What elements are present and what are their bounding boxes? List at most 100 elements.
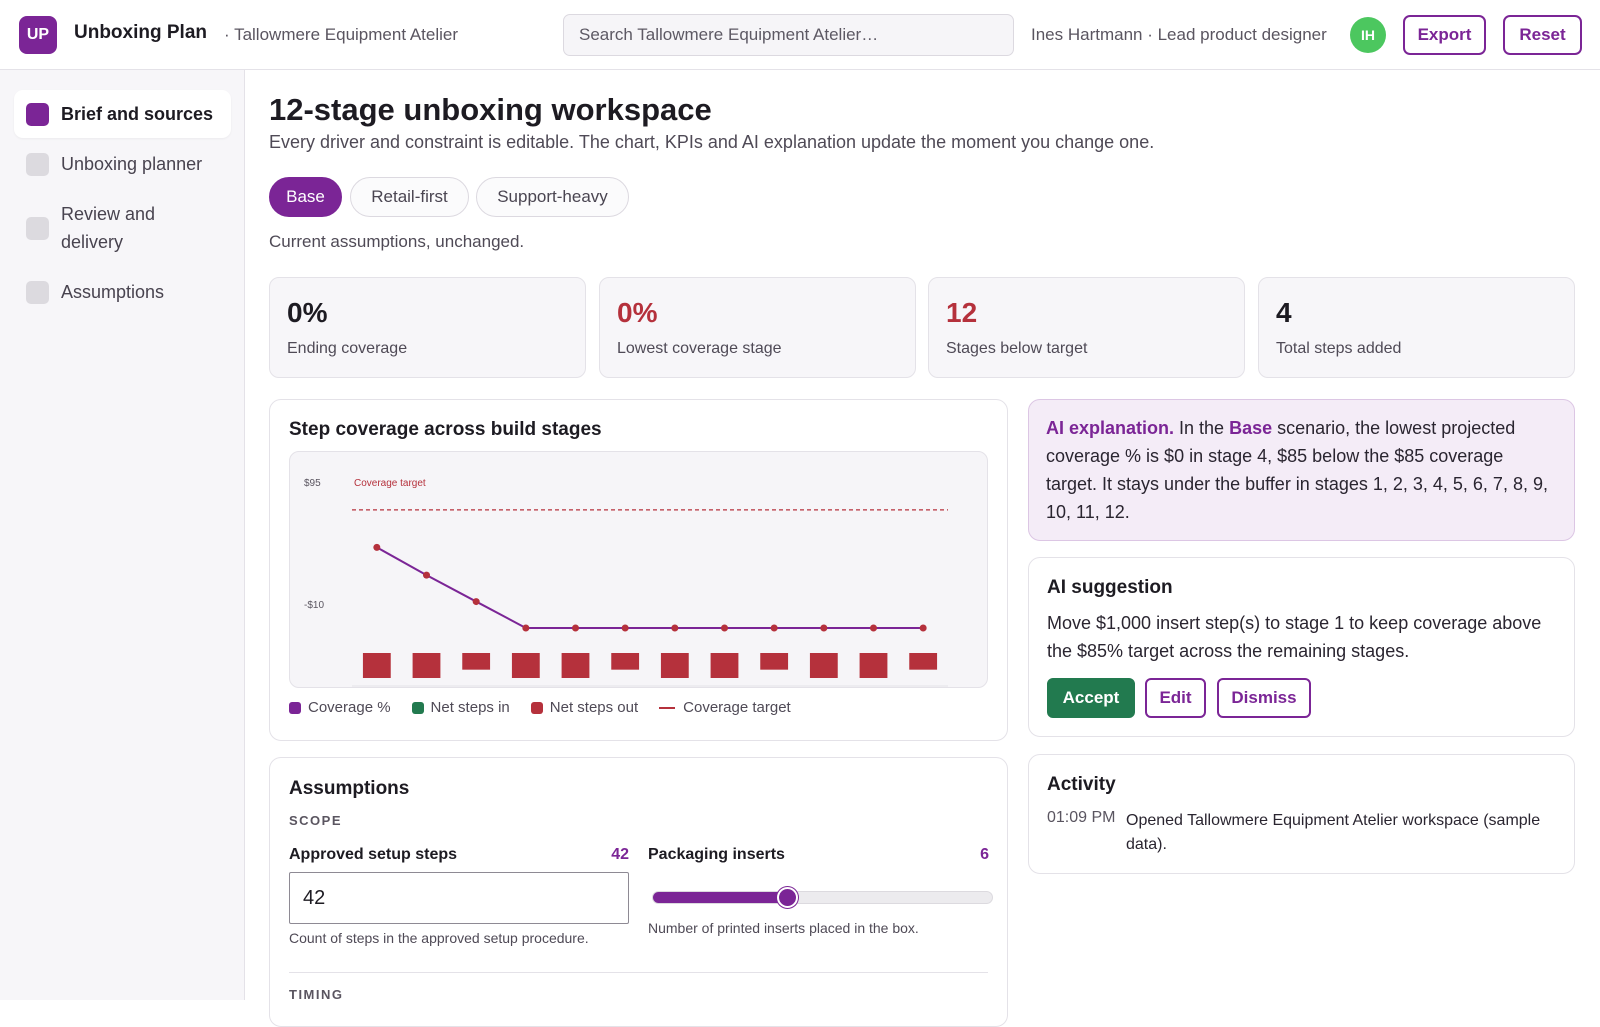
bar-net-steps-out	[412, 653, 441, 678]
chart-card: Step coverage across build stages $95 -$…	[269, 399, 1008, 741]
activity-card: Activity 01:09 PM Opened Tallowmere Equi…	[1028, 754, 1575, 874]
legend-label: Net steps in	[430, 699, 510, 716]
scenario-note: Current assumptions, unchanged.	[269, 232, 525, 251]
kpi-stages-below-target: 12 Stages below target	[928, 277, 1245, 378]
reset-button[interactable]: Reset	[1503, 15, 1582, 55]
coverage-point	[870, 624, 877, 632]
sidebar-item-review[interactable]: Review and delivery	[14, 190, 214, 266]
bar-net-steps-out	[660, 653, 689, 678]
top-bar: UP Unboxing Plan · Tallowmere Equipment …	[0, 0, 1600, 70]
bar-net-steps-out	[462, 653, 491, 670]
legend-item-net-steps-in: Net steps in	[411, 699, 510, 716]
slider-handle[interactable]	[777, 887, 799, 908]
kpi-label: Stages below target	[946, 340, 1088, 357]
legend-item-coverage-target: Coverage target	[659, 699, 791, 716]
sidebar-item-label: Review and delivery	[61, 204, 156, 252]
setup-steps-help: Count of steps in the approved setup pro…	[289, 930, 589, 946]
inserts-help: Number of printed inserts placed in the …	[648, 920, 919, 936]
coverage-point	[373, 543, 381, 551]
setup-steps-label: Approved setup steps	[289, 846, 458, 863]
activity-time: 01:09 PM	[1047, 809, 1116, 826]
edit-button[interactable]: Edit	[1145, 678, 1206, 718]
slider-fill	[653, 892, 789, 903]
chart-legend: Coverage % Net steps in Net steps out Co…	[289, 699, 812, 716]
y-tick-top: $95	[304, 478, 321, 489]
setup-steps-input[interactable]	[289, 872, 629, 924]
chart-area: $95 -$10 Coverage target	[289, 451, 988, 688]
assumptions-title: Assumptions	[289, 778, 410, 799]
activity-text: Opened Tallowmere Equipment Atelier work…	[1126, 812, 1541, 853]
ai-suggestion-card: AI suggestion Move $1,000 insert step(s)…	[1028, 557, 1575, 737]
scope-section-label: SCOPE	[289, 813, 343, 828]
activity-title: Activity	[1047, 774, 1116, 795]
sidebar-item-label: Brief and sources	[61, 104, 214, 124]
target-label: Coverage target	[354, 478, 426, 489]
coverage-point	[671, 624, 679, 632]
bar-net-steps-out	[362, 653, 391, 678]
bar-net-steps-out	[561, 653, 590, 678]
sidebar-item-brief[interactable]: Brief and sources	[14, 90, 231, 138]
section-divider	[289, 972, 988, 973]
ai-explanation-lead: AI explanation.	[1046, 418, 1175, 438]
coverage-point	[721, 624, 728, 632]
coverage-point	[572, 624, 579, 632]
kpi-total-steps-added: 4 Total steps added	[1258, 277, 1575, 378]
kpi-label: Lowest coverage stage	[617, 340, 782, 357]
legend-label: Coverage target	[683, 699, 791, 716]
ai-explanation-card: AI explanation. In the Base scenario, th…	[1028, 399, 1575, 541]
kpi-value: 0%	[617, 297, 658, 328]
scenario-support-heavy-button[interactable]: Support-heavy	[476, 177, 629, 217]
accept-button[interactable]: Accept	[1047, 678, 1135, 718]
bar-net-steps-out	[809, 653, 838, 678]
section-square-icon	[26, 217, 49, 240]
legend-item-coverage: Coverage %	[289, 699, 391, 716]
ai-suggestion-title: AI suggestion	[1047, 577, 1173, 598]
sidebar: Brief and sources Unboxing planner Revie…	[0, 70, 245, 1000]
legend-swatch	[289, 701, 301, 714]
scenario-base-button[interactable]: Base	[269, 177, 342, 217]
bar-net-steps-out	[760, 653, 789, 670]
kpi-label: Ending coverage	[287, 340, 408, 357]
legend-label: Coverage %	[308, 699, 391, 716]
sidebar-item-planner[interactable]: Unboxing planner	[14, 140, 231, 188]
avatar[interactable]: IH	[1350, 17, 1386, 53]
coverage-point	[423, 571, 430, 579]
ai-suggestion-text: Move $1,000 insert step(s) to stage 1 to…	[1047, 613, 1542, 661]
section-square-icon	[26, 281, 49, 304]
coverage-point	[472, 598, 480, 606]
inserts-value: 6	[980, 846, 989, 863]
bar-net-steps-out	[511, 653, 540, 678]
inserts-slider[interactable]	[652, 891, 993, 904]
y-tick-mid: -$10	[304, 600, 324, 611]
legend-item-net-steps-out: Net steps out	[530, 699, 639, 716]
export-button[interactable]: Export	[1403, 15, 1486, 55]
kpi-value: 4	[1276, 297, 1292, 328]
coverage-point	[919, 624, 927, 632]
coverage-point	[820, 624, 828, 632]
inserts-label: Packaging inserts	[648, 846, 785, 863]
search-input[interactable]	[563, 14, 1014, 56]
page-title: 12-stage unboxing workspace	[269, 92, 712, 127]
bar-net-steps-out	[909, 653, 938, 670]
kpi-lowest-coverage: 0% Lowest coverage stage	[599, 277, 916, 378]
page-subtitle: Every driver and constraint is editable.…	[269, 132, 1155, 152]
section-square-icon	[26, 103, 49, 126]
dismiss-button[interactable]: Dismiss	[1217, 678, 1311, 718]
timing-section-label: TIMING	[289, 987, 344, 1002]
sidebar-item-label: Unboxing planner	[61, 154, 203, 174]
coverage-point	[621, 624, 629, 632]
bar-net-steps-out	[710, 653, 739, 678]
legend-swatch	[411, 701, 424, 714]
kpi-value: 0%	[287, 297, 328, 328]
assumptions-card: Assumptions SCOPE Approved setup steps 4…	[269, 757, 1008, 1027]
sidebar-item-label: Assumptions	[61, 282, 165, 302]
kpi-value: 12	[946, 297, 978, 328]
ai-explanation-text: AI explanation. In the Base scenario, th…	[1046, 414, 1551, 526]
legend-swatch	[530, 701, 543, 714]
ai-explanation-part: In the	[1174, 418, 1230, 438]
legend-label: Net steps out	[549, 699, 639, 716]
app-name: Unboxing Plan	[74, 22, 207, 43]
scenario-retail-first-button[interactable]: Retail-first	[350, 177, 469, 217]
sidebar-item-assumptions[interactable]: Assumptions	[14, 268, 231, 316]
ai-explanation-part: scenario, the lowest projected coverage …	[1046, 418, 1548, 522]
